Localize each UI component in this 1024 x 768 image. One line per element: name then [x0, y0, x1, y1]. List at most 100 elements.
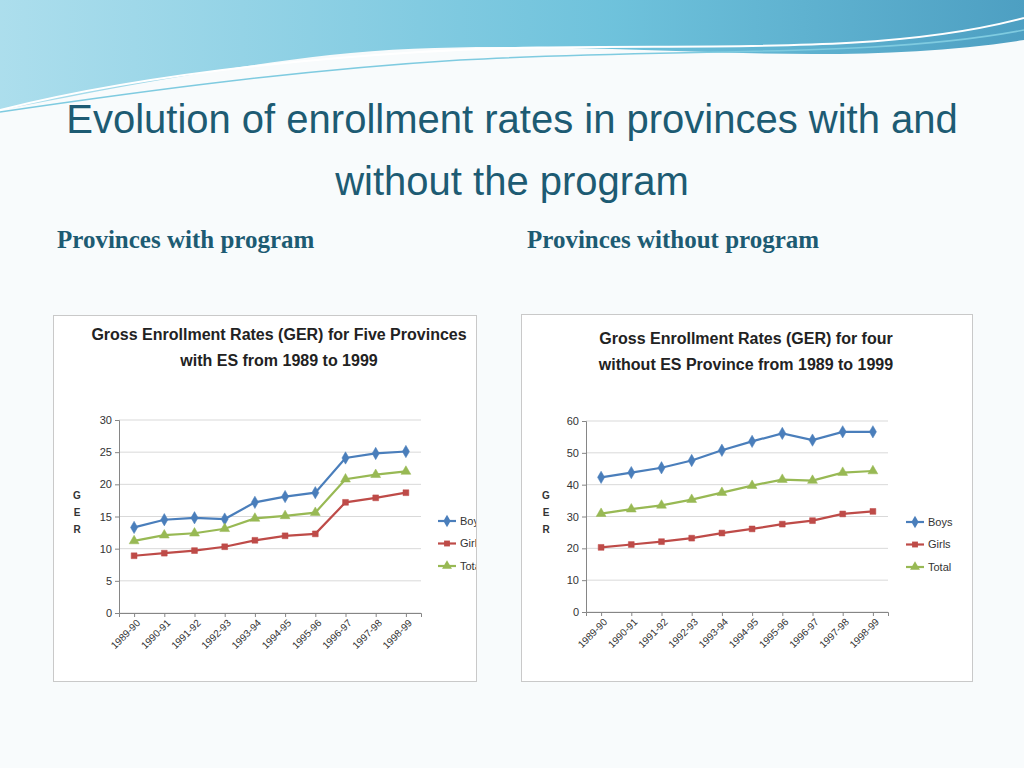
- series-marker: [869, 426, 876, 438]
- x-tick: 1994-95: [260, 613, 294, 651]
- series-marker: [131, 521, 138, 533]
- grid-line: [586, 421, 888, 422]
- series-marker: [252, 537, 258, 543]
- legend: BoysGirlsTotal: [438, 515, 477, 572]
- x-tick-mark: [134, 613, 135, 617]
- y-tick-label: 0: [106, 607, 112, 619]
- x-tick-label: 1989-90: [576, 616, 610, 650]
- x-tick: 1993-94: [696, 612, 730, 650]
- x-tick: 1992-93: [199, 613, 233, 651]
- series-marker: [779, 427, 786, 439]
- series-marker: [626, 503, 636, 512]
- series-marker: [719, 530, 725, 536]
- series-marker: [280, 510, 290, 519]
- x-tick: 1996-97: [320, 613, 354, 651]
- series-marker: [373, 495, 379, 501]
- column-heading: Provinces without program: [527, 226, 819, 254]
- series-line: [601, 432, 873, 478]
- y-tick-mark: [582, 421, 586, 422]
- series-marker: [402, 445, 409, 457]
- plot-area: [596, 426, 878, 551]
- x-tick-label: 1991-92: [169, 617, 203, 651]
- x-tick-label: 1997-98: [817, 616, 851, 650]
- legend-label: Girls: [460, 537, 477, 549]
- x-tick: 1990-91: [606, 612, 640, 650]
- x-tick-label: 1990-91: [139, 617, 173, 651]
- series-marker: [657, 500, 667, 509]
- y-tick-label: 25: [100, 446, 112, 458]
- x-tick: 1990-91: [139, 613, 173, 651]
- x-tick-label: 1994-95: [727, 616, 761, 650]
- series-marker: [192, 548, 198, 554]
- y-tick-mark: [582, 580, 586, 581]
- x-tick-mark: [692, 612, 693, 616]
- x-tick: 1995-96: [757, 612, 791, 650]
- y-tick-label: 60: [567, 415, 579, 427]
- legend-marker: [911, 516, 918, 528]
- x-tick-label: 1989-90: [109, 617, 143, 651]
- series-marker: [598, 471, 605, 483]
- series-line: [134, 471, 406, 540]
- x-tick-mark: [346, 613, 347, 617]
- grid-line: [119, 484, 421, 485]
- series-marker: [250, 513, 260, 522]
- series-marker: [808, 475, 818, 484]
- series-marker: [341, 474, 351, 483]
- x-tick-label: 1992-93: [199, 617, 233, 651]
- grid-line: [586, 452, 888, 453]
- y-tick-label: 30: [100, 414, 112, 426]
- series-marker: [403, 490, 409, 496]
- x-tick: 1998-99: [380, 613, 414, 651]
- grid-line: [586, 548, 888, 549]
- decor-wave-band: [0, 0, 1024, 110]
- series-marker: [840, 511, 846, 517]
- series-marker: [688, 454, 695, 466]
- y-tick: 10: [567, 574, 586, 586]
- series-marker: [161, 550, 167, 556]
- y-tick: 10: [100, 543, 119, 555]
- x-tick: 1994-95: [727, 612, 761, 650]
- chart-title: Gross Enrollment Rates (GER) for Five Pr…: [91, 326, 466, 369]
- x-tick-mark: [406, 613, 407, 617]
- series-marker: [282, 490, 289, 502]
- series-line: [601, 471, 873, 514]
- series-marker: [687, 494, 697, 503]
- x-tick: 1996-97: [787, 612, 821, 650]
- y-tick: 30: [100, 414, 119, 426]
- y-tick: 5: [106, 575, 119, 587]
- series-marker: [747, 480, 757, 489]
- x-tick-label: 1993-94: [696, 616, 730, 650]
- column-heading: Provinces with program: [57, 226, 314, 254]
- series-marker: [838, 467, 848, 476]
- series-marker: [312, 487, 319, 499]
- x-axis: 1989-901990-911991-921992-931993-941994-…: [576, 612, 889, 650]
- series-marker: [343, 499, 349, 505]
- x-tick-mark: [752, 612, 753, 616]
- series-marker: [718, 444, 725, 456]
- series-marker: [220, 523, 230, 532]
- series-marker: [628, 466, 635, 478]
- series-marker: [596, 508, 606, 517]
- series-marker: [401, 466, 411, 475]
- y-tick-label: 10: [567, 574, 579, 586]
- series-marker: [810, 518, 816, 524]
- x-tick-mark: [631, 612, 632, 616]
- legend-label: Girls: [928, 538, 951, 550]
- chart-title: Gross Enrollment Rates (GER) for fourwit…: [598, 330, 893, 373]
- y-axis: 0102030405060: [567, 415, 587, 618]
- series-marker: [749, 526, 755, 532]
- legend-label: Total: [460, 560, 477, 572]
- series-marker: [222, 544, 228, 550]
- y-tick: 0: [106, 607, 119, 619]
- x-tick-mark: [662, 612, 663, 616]
- x-tick-mark: [225, 613, 226, 617]
- y-tick-mark: [115, 517, 119, 518]
- x-tick-mark: [873, 612, 874, 616]
- y-tick-label: 50: [567, 447, 579, 459]
- series-marker: [131, 553, 137, 559]
- series-line: [134, 493, 406, 556]
- y-tick-label: 15: [100, 511, 112, 523]
- x-tick-mark: [315, 613, 316, 617]
- y-axis: 051015202530: [100, 414, 120, 619]
- series-marker: [659, 539, 665, 545]
